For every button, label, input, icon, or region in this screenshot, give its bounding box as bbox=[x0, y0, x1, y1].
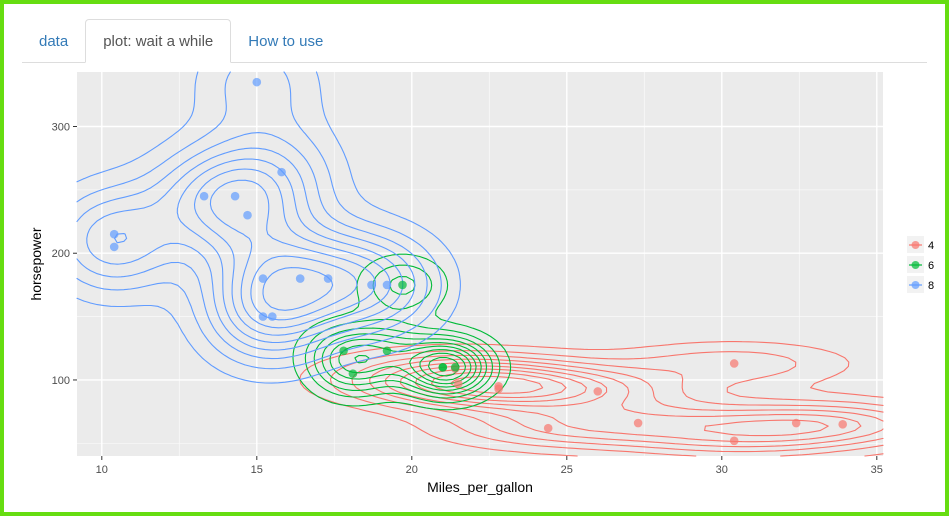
density-contour-line bbox=[385, 362, 862, 443]
data-point bbox=[243, 210, 252, 220]
data-point bbox=[277, 167, 286, 177]
data-point bbox=[494, 381, 503, 391]
data-point bbox=[252, 77, 262, 87]
density-contour-group bbox=[76, 71, 461, 384]
data-point bbox=[633, 418, 643, 428]
data-point bbox=[367, 280, 376, 290]
data-point bbox=[295, 274, 305, 283]
data-point bbox=[729, 359, 739, 368]
density-contour-line bbox=[354, 349, 472, 385]
density-contour-line bbox=[450, 375, 544, 394]
density-contour-line bbox=[299, 341, 884, 457]
legend-key-point bbox=[911, 261, 920, 269]
data-point bbox=[348, 369, 358, 378]
density-contour-line bbox=[76, 132, 428, 360]
data-points bbox=[109, 77, 847, 446]
legend-label: 6 bbox=[928, 260, 934, 272]
data-point bbox=[593, 387, 603, 396]
legend-key-point bbox=[911, 241, 920, 249]
density-contour-line bbox=[76, 71, 442, 370]
data-point bbox=[382, 346, 392, 356]
density-contour-line bbox=[76, 71, 461, 384]
x-tick-label: 15 bbox=[251, 464, 263, 476]
density-contour-line bbox=[313, 276, 494, 399]
legend: 4 6 8 bbox=[907, 236, 934, 293]
tab-data[interactable]: data bbox=[39, 32, 69, 50]
data-point bbox=[438, 362, 448, 372]
legend-label: 4 bbox=[928, 240, 934, 252]
legend-label: 8 bbox=[928, 280, 934, 292]
data-point bbox=[450, 362, 460, 372]
density-contour-line bbox=[114, 158, 404, 344]
data-point bbox=[268, 312, 277, 321]
tab-how-to-use[interactable]: How to use bbox=[248, 32, 324, 50]
tab-plot[interactable]: plot: wait a while bbox=[85, 19, 232, 63]
y-tick-label: 300 bbox=[52, 121, 70, 133]
data-point bbox=[791, 418, 801, 428]
data-point bbox=[729, 436, 739, 446]
density-contour-line bbox=[321, 333, 488, 395]
data-point bbox=[454, 379, 463, 389]
x-tick-label: 35 bbox=[871, 464, 883, 476]
tab-bar: data plot: wait a while How to use bbox=[22, 17, 927, 63]
density-contour-line bbox=[419, 352, 467, 381]
data-point bbox=[323, 274, 333, 283]
density-contour-line bbox=[338, 344, 477, 388]
data-point bbox=[339, 346, 348, 356]
data-point bbox=[258, 274, 268, 283]
x-axis-title: Miles_per_gallon bbox=[427, 479, 533, 495]
data-point bbox=[230, 191, 240, 201]
y-tick-label: 200 bbox=[52, 248, 70, 260]
data-point bbox=[109, 242, 119, 252]
data-point bbox=[199, 191, 209, 201]
data-point bbox=[382, 280, 392, 290]
density-contour-line bbox=[86, 147, 416, 351]
legend-key-point bbox=[911, 281, 920, 289]
data-point bbox=[258, 312, 268, 321]
data-point bbox=[398, 280, 407, 290]
density-contour-line bbox=[329, 338, 482, 391]
y-axis-title: horsepower bbox=[28, 227, 44, 300]
x-tick-label: 20 bbox=[406, 464, 418, 476]
x-tick-label: 10 bbox=[96, 464, 108, 476]
grid-lines bbox=[77, 72, 883, 456]
x-tick-label: 30 bbox=[716, 464, 728, 476]
data-point bbox=[543, 423, 553, 433]
axis-ticks: 10 15 20 25 30 35 100 200 300 bbox=[52, 121, 883, 476]
data-point bbox=[838, 420, 847, 429]
density-contour-line bbox=[250, 255, 358, 321]
y-tick-label: 100 bbox=[52, 375, 70, 387]
x-tick-label: 25 bbox=[561, 464, 573, 476]
density-contour-line bbox=[369, 358, 884, 448]
data-point bbox=[109, 229, 119, 239]
density-contour-group bbox=[299, 341, 884, 457]
density-contours bbox=[76, 71, 884, 457]
